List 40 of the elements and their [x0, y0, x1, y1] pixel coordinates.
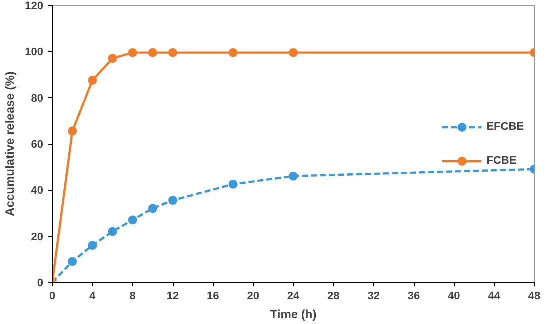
point	[228, 180, 238, 189]
x-tick-label: 36	[408, 290, 420, 302]
point	[68, 126, 78, 136]
y-tick-label: 40	[31, 185, 44, 198]
point	[108, 227, 118, 236]
legend-label: EFCBE	[486, 120, 524, 132]
x-tick-label: 40	[448, 290, 460, 302]
y-axis-title: Accumulative release (%)	[3, 72, 18, 216]
point	[88, 76, 98, 86]
x-tick-label: 16	[207, 290, 220, 302]
point	[289, 172, 298, 181]
point	[148, 204, 158, 214]
x-tick-label: 4	[90, 290, 97, 302]
point	[68, 257, 78, 266]
x-tick-label: 20	[247, 290, 260, 302]
point	[289, 48, 298, 58]
x-tick-label: 12	[166, 290, 180, 302]
x-tick-label: 0	[49, 290, 56, 302]
point	[108, 54, 118, 64]
point	[168, 196, 178, 206]
point	[88, 241, 98, 250]
x-tick-label: 44	[488, 290, 502, 302]
y-tick-label: 20	[31, 231, 44, 244]
x-tick-label: 32	[368, 290, 380, 302]
x-tick-label: 24	[287, 290, 300, 302]
y-tick-label: 80	[31, 92, 44, 105]
legend-label: FCBE	[486, 154, 517, 166]
x-axis-title: Time (h)	[270, 308, 317, 322]
y-tick-label: 0	[37, 278, 44, 290]
point	[128, 48, 138, 58]
y-tick-label: 100	[25, 46, 44, 59]
y-tick-label: 120	[25, 0, 44, 12]
x-tick-label: 48	[528, 290, 541, 302]
y-tick-label: 60	[31, 139, 44, 151]
x-tick-label: 28	[328, 290, 340, 302]
point	[228, 48, 238, 58]
x-tick-label: 8	[130, 290, 136, 302]
point	[128, 216, 138, 225]
point	[148, 48, 158, 58]
point	[168, 48, 178, 58]
